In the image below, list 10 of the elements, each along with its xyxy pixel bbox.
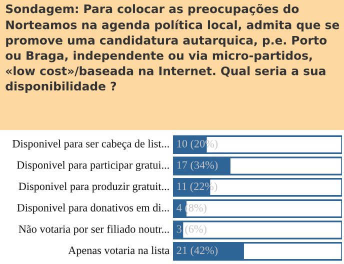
y-tick-label: Disponivel para ser cabeça de list... xyxy=(12,140,169,150)
y-tick-label: Apenas votaria na lista xyxy=(68,246,170,256)
y-tick-label: Disponivel para participar gratui... xyxy=(16,160,169,172)
y-tick-label: Não votaria por ser filiado noutr... xyxy=(18,224,169,236)
y-tick-label: Disponivel para produzir gratuit... xyxy=(18,182,169,192)
y-tick-label: Disponivel para donativos em di... xyxy=(17,204,169,214)
data-label: 17 (34%) xyxy=(177,160,218,172)
data-label: 3 (6%) xyxy=(176,224,206,236)
data-label: 21 (42%) xyxy=(176,246,218,256)
chart-title: Sondagem: Para colocar as preocupações do Norteamos na agenda política local, admita que se promove uma candidatura autarquica, p.e. Porto ou Braga, independente ou via micro-partidos, «low cost»/baseada na Internet. Qual seria a sua disponibilidade ? xyxy=(6,4,340,93)
